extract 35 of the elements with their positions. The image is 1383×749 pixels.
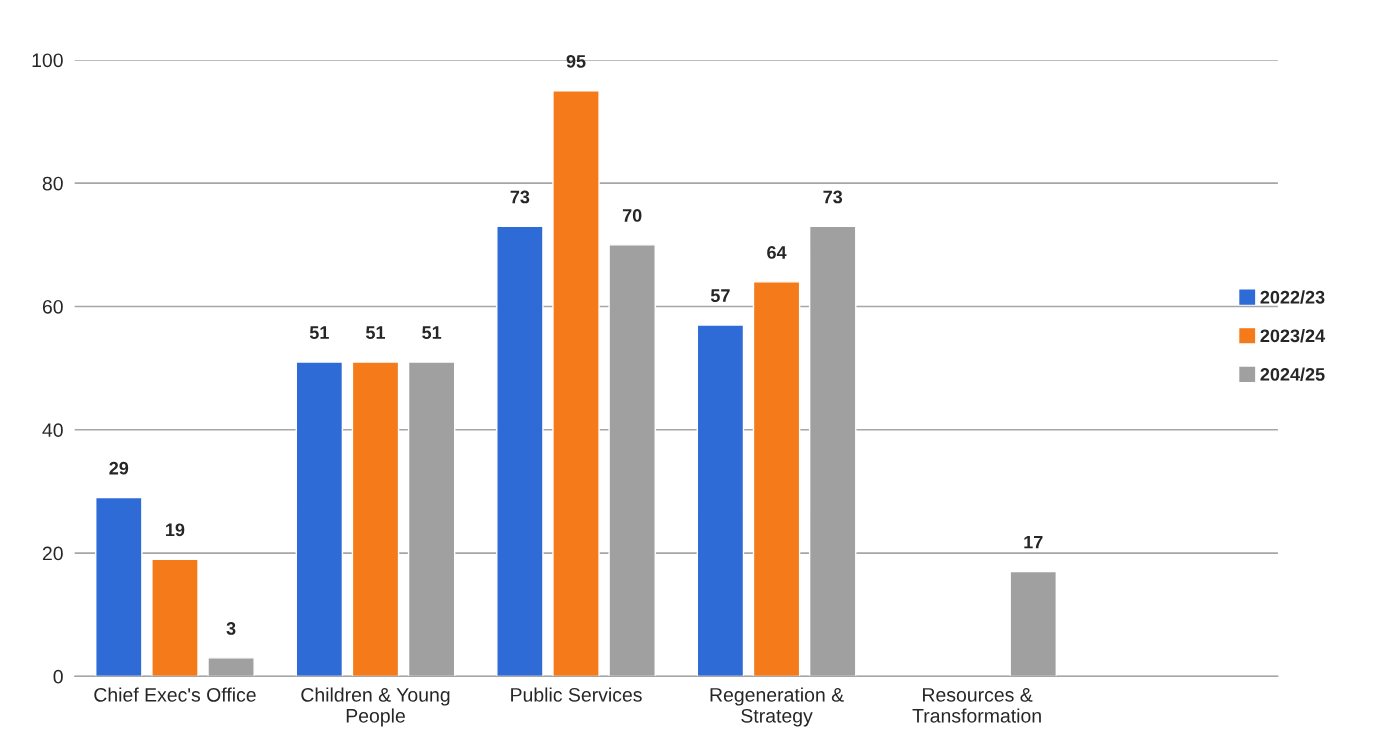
y-tick-label: 100 [32, 53, 63, 68]
data-label: 70 [622, 209, 642, 222]
x-tick-label: Children & Young People [301, 687, 450, 727]
y-tick-label: 20 [42, 546, 63, 561]
x-tick-label: Regeneration & Strategy [710, 687, 844, 727]
y-tick-label: 0 [53, 669, 63, 684]
bar [151, 558, 199, 677]
data-label: 29 [109, 461, 129, 475]
y-tick-label: 40 [42, 423, 63, 438]
bar [496, 225, 544, 677]
bar [696, 324, 745, 677]
data-label: 17 [1024, 535, 1043, 549]
bar [295, 361, 344, 677]
x-tick-label: Chief Exec's Office [94, 687, 256, 702]
data-label: 51 [366, 326, 386, 339]
bar [95, 496, 143, 677]
data-label: 73 [510, 190, 530, 204]
x-tick-label: Resources & Transformation [912, 688, 1041, 723]
y-tick-label: 60 [42, 299, 63, 314]
x-tick-label: Public Services [511, 687, 642, 702]
data-label: 51 [309, 326, 329, 339]
data-label: 95 [566, 54, 586, 68]
legend-label: 2024/25 [1260, 367, 1325, 381]
y-tick-label: 80 [42, 176, 63, 191]
data-label: 64 [767, 246, 787, 259]
bar [552, 90, 600, 677]
bar [351, 361, 400, 677]
legend-label: 2023/24 [1260, 328, 1326, 343]
data-label: 19 [166, 523, 185, 537]
legend-label: 2022/23 [1260, 290, 1325, 304]
bar [752, 281, 801, 677]
data-label: 3 [226, 622, 236, 635]
data-label: 57 [710, 289, 730, 302]
data-label: 51 [422, 326, 442, 339]
data-label: 73 [823, 190, 843, 204]
